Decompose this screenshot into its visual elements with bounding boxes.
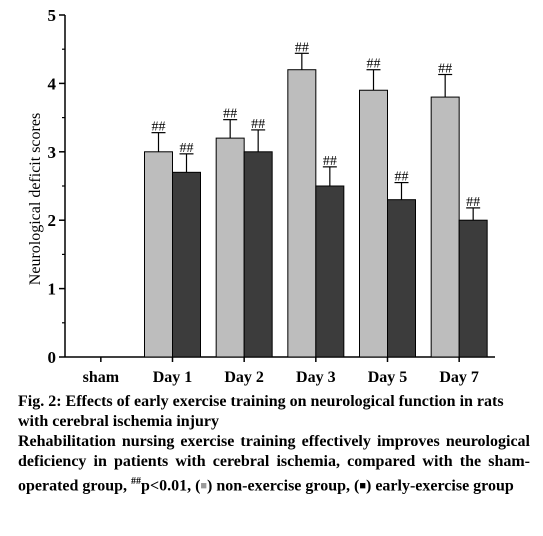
x-tick-label: Day 3 [296,369,336,386]
bar-non-exercise [144,151,173,358]
x-tick-label: sham [83,369,120,386]
y-tick-label: 1 [48,280,57,299]
figure-caption: Fig. 2: Effects of early exercise traini… [18,392,530,497]
significance-label: ## [323,154,337,169]
bar-non-exercise [359,89,388,358]
dark-square-icon: ■ [359,480,366,493]
significance-label: ## [367,57,381,72]
x-tick-label: Day 7 [439,369,479,386]
chart-bars: ## ## ## ## ## ## ## ## ## ## [144,40,488,358]
chart-axes: 0 1 2 3 4 5 sham Day 1 Day 2 Day 3 Day 5 Day 7 [48,6,495,386]
significance-label: ## [223,107,237,122]
bar-early-exercise [387,199,416,358]
y-tick-label: 3 [48,143,57,162]
x-tick-label: Day 5 [368,369,408,386]
figure-description: Rehabilitation nursing exercise training… [18,432,530,497]
bar-non-exercise [215,137,245,358]
bar-early-exercise [458,219,488,358]
x-tick-label: Day 1 [153,369,193,386]
significance-label: ## [251,117,265,132]
early-exercise-group-label: early-exercise group [375,477,514,495]
bar-early-exercise [243,151,273,358]
x-tick-label: Day 2 [224,369,264,386]
significance-marker: ## [131,476,142,487]
figure-title: Fig. 2: Effects of early exercise traini… [18,393,504,430]
close-paren-2: ) [365,477,372,495]
bar-early-exercise [315,185,345,358]
open-paren-2: ( [354,477,360,495]
significance-label: ## [295,40,309,55]
significance-label: ## [152,120,166,135]
y-tick-label: 2 [48,211,57,230]
non-exercise-group-label: non-exercise group, [216,477,350,495]
y-tick-label: 4 [48,74,57,93]
significance-label: ## [180,141,194,156]
y-axis-label: Neurological deficit scores [27,113,44,285]
y-tick-label: 0 [48,348,57,367]
open-paren-1: ( [195,477,201,495]
bar-early-exercise [172,171,201,358]
y-tick-label: 5 [48,6,57,25]
description-text: Rehabilitation nursing exercise training… [18,433,530,495]
significance-label: ## [466,195,480,210]
close-paren-1: ) [207,477,213,495]
significance-label: ## [438,62,452,77]
significance-label: ## [395,170,409,185]
p-value: p<0.01, [141,477,192,495]
bar-non-exercise [287,69,317,358]
bar-non-exercise [430,96,460,358]
gray-square-icon: ■ [200,480,208,493]
